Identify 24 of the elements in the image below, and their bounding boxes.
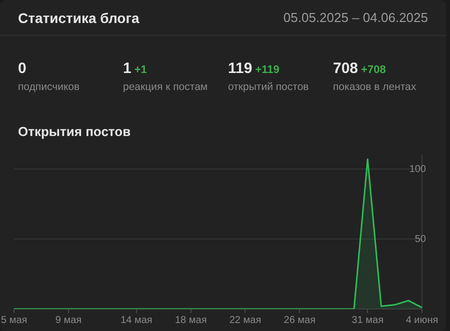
text: 119 bbox=[228, 60, 252, 77]
text: 0 bbox=[18, 60, 26, 77]
text: реакция к постам bbox=[123, 81, 209, 93]
text: 708 bbox=[333, 60, 358, 77]
text: подписчиков bbox=[18, 81, 81, 93]
y-tick-label: 100 bbox=[409, 164, 426, 175]
text: 1 bbox=[123, 60, 132, 77]
text: открытий постов bbox=[228, 81, 310, 93]
text: Статистика блога bbox=[18, 10, 140, 28]
x-tick-label: 5 мая bbox=[0, 314, 28, 326]
text: 05.05.2025 – 04.06.2025 bbox=[283, 10, 428, 27]
text: показов в лентах bbox=[333, 81, 418, 93]
text: +1 bbox=[134, 64, 147, 76]
chart-title: Открытия постов bbox=[17, 123, 132, 141]
text: +119 bbox=[255, 64, 280, 76]
x-tick-label: 26 мая bbox=[284, 314, 316, 326]
x-tick-label: 22 мая bbox=[229, 314, 262, 326]
y-tick-label: 50 bbox=[414, 234, 426, 245]
text: +708 bbox=[361, 64, 386, 76]
x-tick-label: 18 мая bbox=[174, 314, 207, 326]
x-tick-label: 4 июня bbox=[406, 314, 438, 326]
x-tick-label: 14 мая bbox=[120, 314, 152, 326]
x-tick-label: 9 мая bbox=[55, 314, 82, 326]
x-tick-label: 31 мая bbox=[352, 314, 384, 326]
